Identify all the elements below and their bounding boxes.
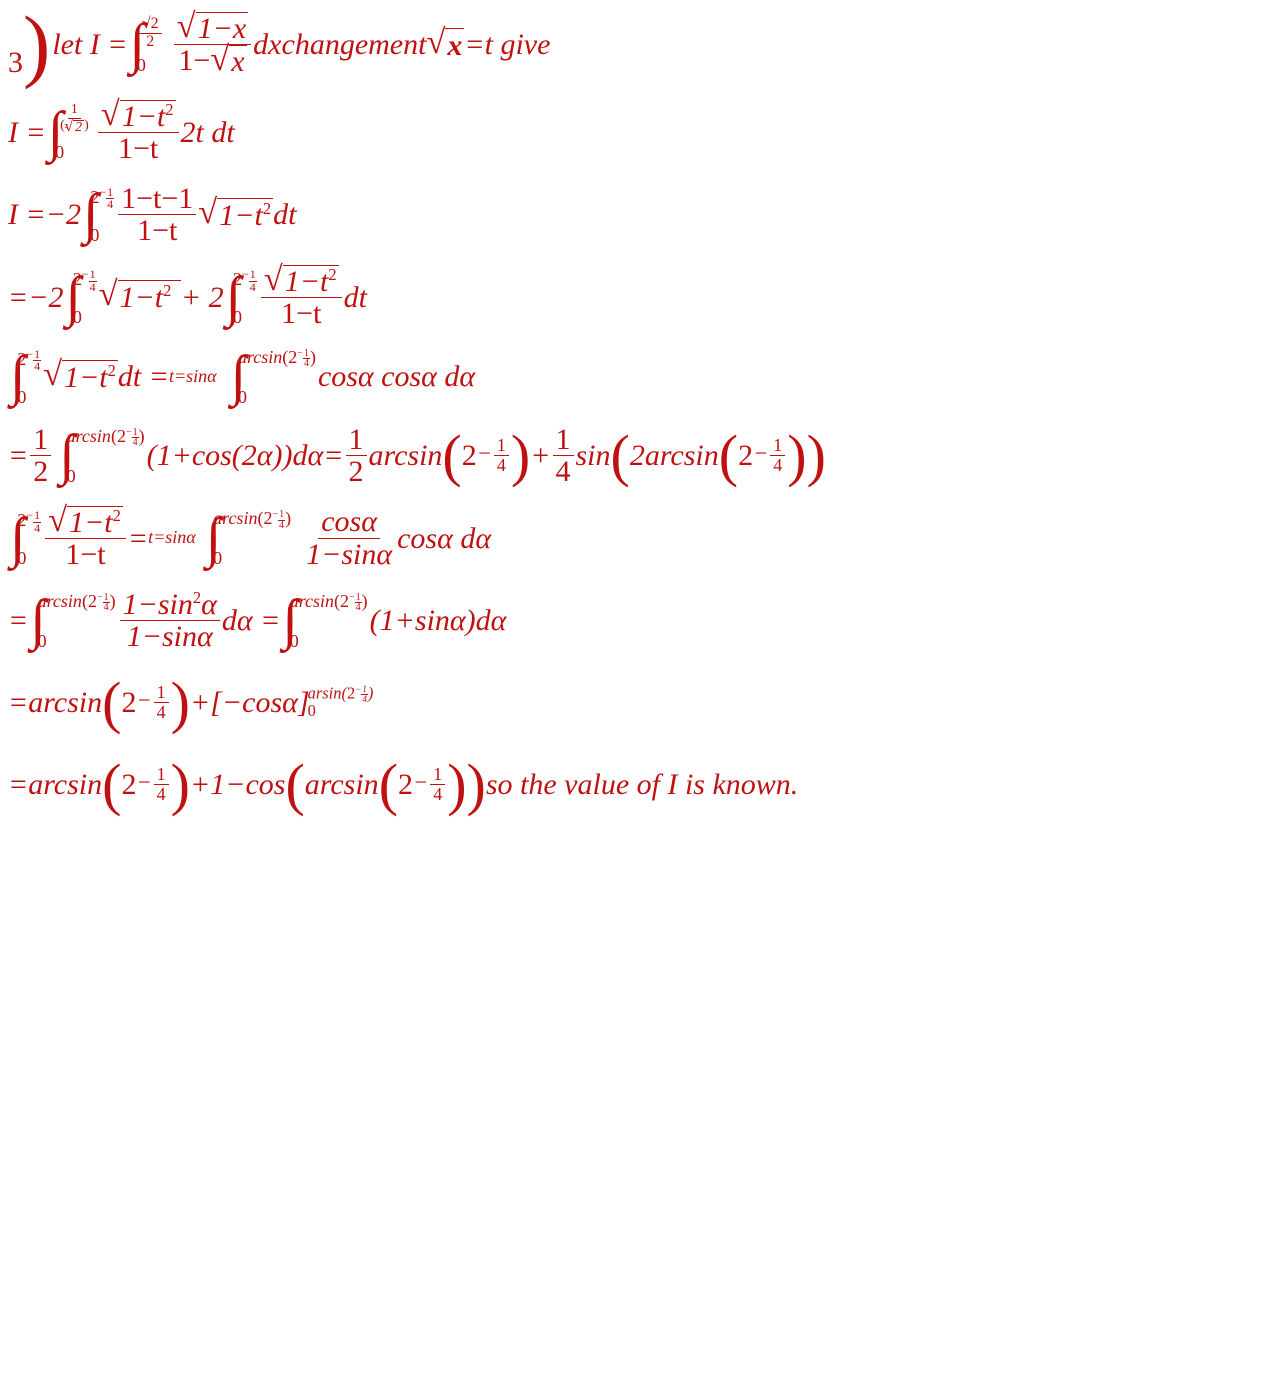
text: I =	[8, 116, 46, 149]
base: 2	[738, 439, 753, 472]
subscript: t=sinα	[148, 528, 196, 548]
equation-line-4: =−2 ∫ 2−14 0 √1−t2 + 2 ∫ 2−14 0 √1−t2 1−…	[8, 265, 1264, 330]
integral: ∫ arcsin(2−14) 0	[206, 509, 291, 567]
text: arcsin	[305, 768, 379, 801]
fraction: 1−sin2α 1−sinα	[120, 589, 220, 653]
text: =−2	[8, 281, 64, 314]
sqrt: √1−t2	[198, 198, 273, 232]
integral: ∫ 2−14 0	[83, 186, 114, 244]
text: +[−cosα]	[190, 686, 310, 719]
text: I =−2	[8, 198, 81, 231]
integral: ∫ 1 (4√2) 0	[48, 103, 94, 161]
equation-line-8: = ∫ arcsin(2−14) 0 1−sin2α 1−sinα dα = ∫…	[8, 589, 1264, 653]
text: +1−cos	[190, 768, 285, 801]
base: 2	[398, 768, 413, 801]
equation-line-2: I = ∫ 1 (4√2) 0 √1−t2 1−t 2t dt	[8, 100, 1264, 165]
numbered-item: 3)	[8, 8, 52, 82]
fraction: √1−t2 1−t	[261, 265, 342, 330]
text: (1+sinα)dα	[370, 604, 507, 637]
text: dt	[273, 198, 296, 231]
fraction: √1−t2 1−t	[45, 506, 126, 571]
text: +	[530, 439, 550, 472]
integral: ∫ 2−14 0	[10, 348, 41, 406]
sqrt: √1−t2	[43, 360, 118, 394]
text: =t give	[464, 28, 550, 61]
text: arcsin	[369, 439, 443, 472]
dx: dx	[253, 28, 281, 61]
text: changement	[282, 28, 427, 61]
integral: ∫ 2−14 0	[66, 268, 97, 326]
text: cosα dα	[397, 522, 491, 555]
equation-line-3: I =−2 ∫ 2−14 0 1−t−1 1−t √1−t2 dt	[8, 183, 1264, 247]
fraction: √1−x 1−√x	[174, 12, 252, 78]
integral: ∫ 2−14 0	[10, 509, 41, 567]
equation-line-5: ∫ 2−14 0 √1−t2 dt = t=sinα ∫ arcsin(2−14…	[8, 348, 1264, 406]
sqrt: √1−t2	[99, 280, 181, 314]
base: 2	[121, 768, 136, 801]
text: 2t dt	[181, 116, 235, 149]
integral: ∫ arcsin(2−14) 0	[30, 592, 115, 650]
text: =	[128, 522, 148, 555]
text: =	[8, 604, 28, 637]
text: 2arcsin	[630, 439, 719, 472]
text: =	[8, 439, 28, 472]
base: 2	[121, 686, 136, 719]
fraction: √1−t2 1−t	[98, 100, 179, 165]
integral: ∫ √22 0	[130, 16, 164, 74]
equation-line-9: =arcsin ( 2−14 ) +[−cosα] arsin(2−14) 0	[8, 671, 1264, 735]
integral: ∫ arcsin(2−14) 0	[231, 348, 316, 406]
sqrt: √x	[426, 28, 464, 62]
text: dt =	[118, 360, 169, 393]
text: =arcsin	[8, 686, 102, 719]
text: =arcsin	[8, 768, 102, 801]
bracket-limits: arsin(2−14) 0	[308, 685, 374, 720]
text: (1+cos(2α))dα=	[147, 439, 344, 472]
fraction: cosα 1−sinα	[303, 506, 395, 570]
equation-line-7: ∫ 2−14 0 √1−t2 1−t = t=sinα ∫ arcsin(2−1…	[8, 506, 1264, 571]
fraction: 1−t−1 1−t	[118, 183, 196, 247]
equation-line-10: =arcsin ( 2−14 ) +1−cos ( arcsin ( 2−14 …	[8, 753, 1264, 817]
base: 2	[462, 439, 477, 472]
integral: ∫ arcsin(2−14) 0	[59, 427, 144, 485]
integral: ∫ arcsin(2−14) 0	[282, 592, 367, 650]
text: so the value of I is known.	[486, 768, 798, 801]
fraction: 14	[553, 424, 574, 488]
text: sin	[576, 439, 611, 472]
fraction: 12	[346, 424, 367, 488]
text: + 2	[181, 281, 224, 314]
text: cosα cosα dα	[318, 360, 475, 393]
text: dt	[344, 281, 367, 314]
equation-line-6: = 12 ∫ arcsin(2−14) 0 (1+cos(2α))dα= 12 …	[8, 424, 1264, 488]
integral: ∫ 2−14 0	[226, 268, 257, 326]
text: dα =	[222, 604, 281, 637]
fraction: 12	[30, 424, 51, 488]
subscript: t=sinα	[169, 367, 217, 387]
text: let I =	[52, 28, 127, 61]
equation-line-1: 3) let I = ∫ √22 0 √1−x 1−√x dx changeme…	[8, 8, 1264, 82]
